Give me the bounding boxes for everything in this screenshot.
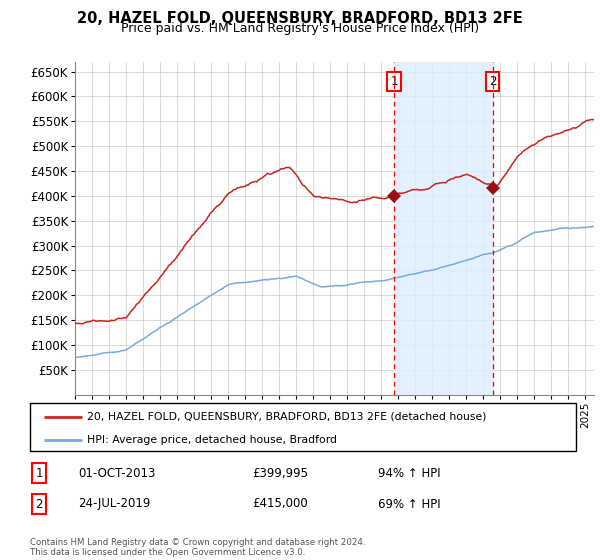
Text: 24-JUL-2019: 24-JUL-2019	[78, 497, 151, 511]
Text: Contains HM Land Registry data © Crown copyright and database right 2024.
This d: Contains HM Land Registry data © Crown c…	[30, 538, 365, 557]
Text: £399,995: £399,995	[252, 466, 308, 480]
Bar	[394, 62, 493, 395]
Text: 20, HAZEL FOLD, QUEENSBURY, BRADFORD, BD13 2FE: 20, HAZEL FOLD, QUEENSBURY, BRADFORD, BD…	[77, 11, 523, 26]
Text: 20, HAZEL FOLD, QUEENSBURY, BRADFORD, BD13 2FE (detached house): 20, HAZEL FOLD, QUEENSBURY, BRADFORD, BD…	[88, 412, 487, 422]
Text: 1: 1	[35, 466, 43, 480]
FancyBboxPatch shape	[30, 403, 576, 451]
Text: Price paid vs. HM Land Registry's House Price Index (HPI): Price paid vs. HM Land Registry's House …	[121, 22, 479, 35]
Text: 94% ↑ HPI: 94% ↑ HPI	[378, 466, 440, 480]
Text: 2: 2	[35, 497, 43, 511]
Text: 2: 2	[489, 75, 497, 88]
Text: 1: 1	[391, 75, 398, 88]
Text: 69% ↑ HPI: 69% ↑ HPI	[378, 497, 440, 511]
Text: £415,000: £415,000	[252, 497, 308, 511]
Text: HPI: Average price, detached house, Bradford: HPI: Average price, detached house, Brad…	[88, 435, 337, 445]
Text: 01-OCT-2013: 01-OCT-2013	[78, 466, 155, 480]
